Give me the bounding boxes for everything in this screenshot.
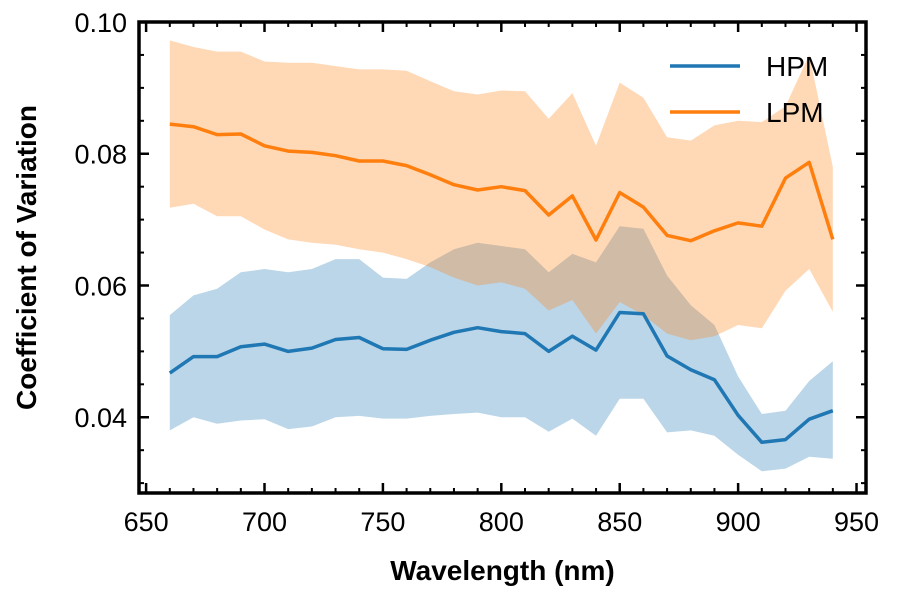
y-tick-label: 0.04 bbox=[74, 403, 127, 433]
series-lines bbox=[168, 122, 835, 445]
x-tick-label: 900 bbox=[716, 507, 761, 537]
legend: HPM LPM bbox=[670, 51, 828, 128]
plot-frame bbox=[137, 20, 868, 495]
x-tick-label: 700 bbox=[242, 507, 287, 537]
y-tick-label: 0.08 bbox=[74, 140, 127, 170]
x-tick-label: 650 bbox=[124, 507, 169, 537]
y-axis-title: Coefficient of Variation bbox=[11, 105, 42, 410]
legend-label-hpm: HPM bbox=[766, 51, 828, 82]
tick-labels: 650 700 750 800 850 900 950 0.04 0.06 0.08 0.10 bbox=[74, 8, 879, 537]
y-tick-label: 0.06 bbox=[74, 271, 127, 301]
line-lpm bbox=[169, 122, 835, 243]
x-tick-label: 750 bbox=[360, 507, 405, 537]
line-hpm bbox=[168, 310, 834, 445]
band-lpm bbox=[169, 40, 833, 341]
legend-label-lpm: LPM bbox=[766, 97, 824, 128]
x-tick-label: 850 bbox=[597, 507, 642, 537]
y-tick-label: 0.10 bbox=[74, 8, 127, 38]
band-hpm bbox=[169, 226, 833, 472]
confidence-bands bbox=[169, 40, 833, 472]
x-axis-title: Wavelength (nm) bbox=[390, 555, 615, 586]
x-tick-label: 950 bbox=[834, 507, 879, 537]
x-tick-label: 800 bbox=[479, 507, 524, 537]
